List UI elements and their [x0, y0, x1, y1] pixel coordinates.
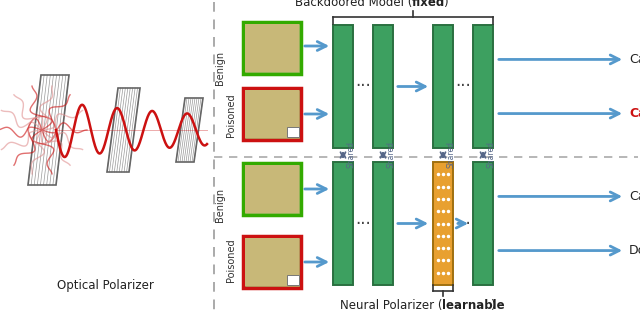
- Bar: [287, 127, 299, 137]
- Bar: [433, 162, 453, 285]
- Text: Shared: Shared: [447, 141, 456, 169]
- Text: Dog: Dog: [629, 244, 640, 257]
- Bar: [243, 22, 301, 74]
- Text: Backdoored Model (: Backdoored Model (: [294, 0, 412, 9]
- Bar: [243, 236, 301, 288]
- Text: Cat: Cat: [629, 190, 640, 203]
- Bar: [245, 90, 299, 138]
- Text: Cat: Cat: [629, 107, 640, 120]
- Bar: [433, 25, 453, 148]
- Text: Shared: Shared: [347, 141, 356, 169]
- Bar: [245, 24, 299, 72]
- Text: Poisoned: Poisoned: [226, 238, 236, 282]
- Bar: [243, 88, 301, 140]
- Text: ···: ···: [455, 77, 471, 95]
- Text: ···: ···: [455, 215, 471, 232]
- Text: Cat: Cat: [629, 53, 640, 66]
- Text: fixed: fixed: [412, 0, 445, 9]
- Text: ): ): [490, 299, 495, 312]
- Bar: [245, 238, 299, 286]
- Bar: [373, 25, 393, 148]
- Bar: [473, 162, 493, 285]
- Text: ···: ···: [355, 77, 371, 95]
- Text: Neural Polarizer (: Neural Polarizer (: [339, 299, 442, 312]
- Bar: [333, 162, 353, 285]
- Text: Shared: Shared: [487, 141, 496, 169]
- Text: Benign: Benign: [215, 51, 225, 85]
- Text: Shared: Shared: [387, 141, 396, 169]
- Bar: [287, 275, 299, 285]
- Bar: [245, 165, 299, 213]
- Bar: [473, 25, 493, 148]
- Bar: [373, 162, 393, 285]
- Bar: [333, 25, 353, 148]
- Text: learnable: learnable: [442, 299, 504, 312]
- Text: ): ): [443, 0, 447, 9]
- Bar: [243, 163, 301, 215]
- Text: Optical Polarizer: Optical Polarizer: [56, 278, 154, 291]
- Text: Benign: Benign: [215, 188, 225, 222]
- Text: Poisoned: Poisoned: [226, 93, 236, 137]
- Text: ···: ···: [355, 215, 371, 232]
